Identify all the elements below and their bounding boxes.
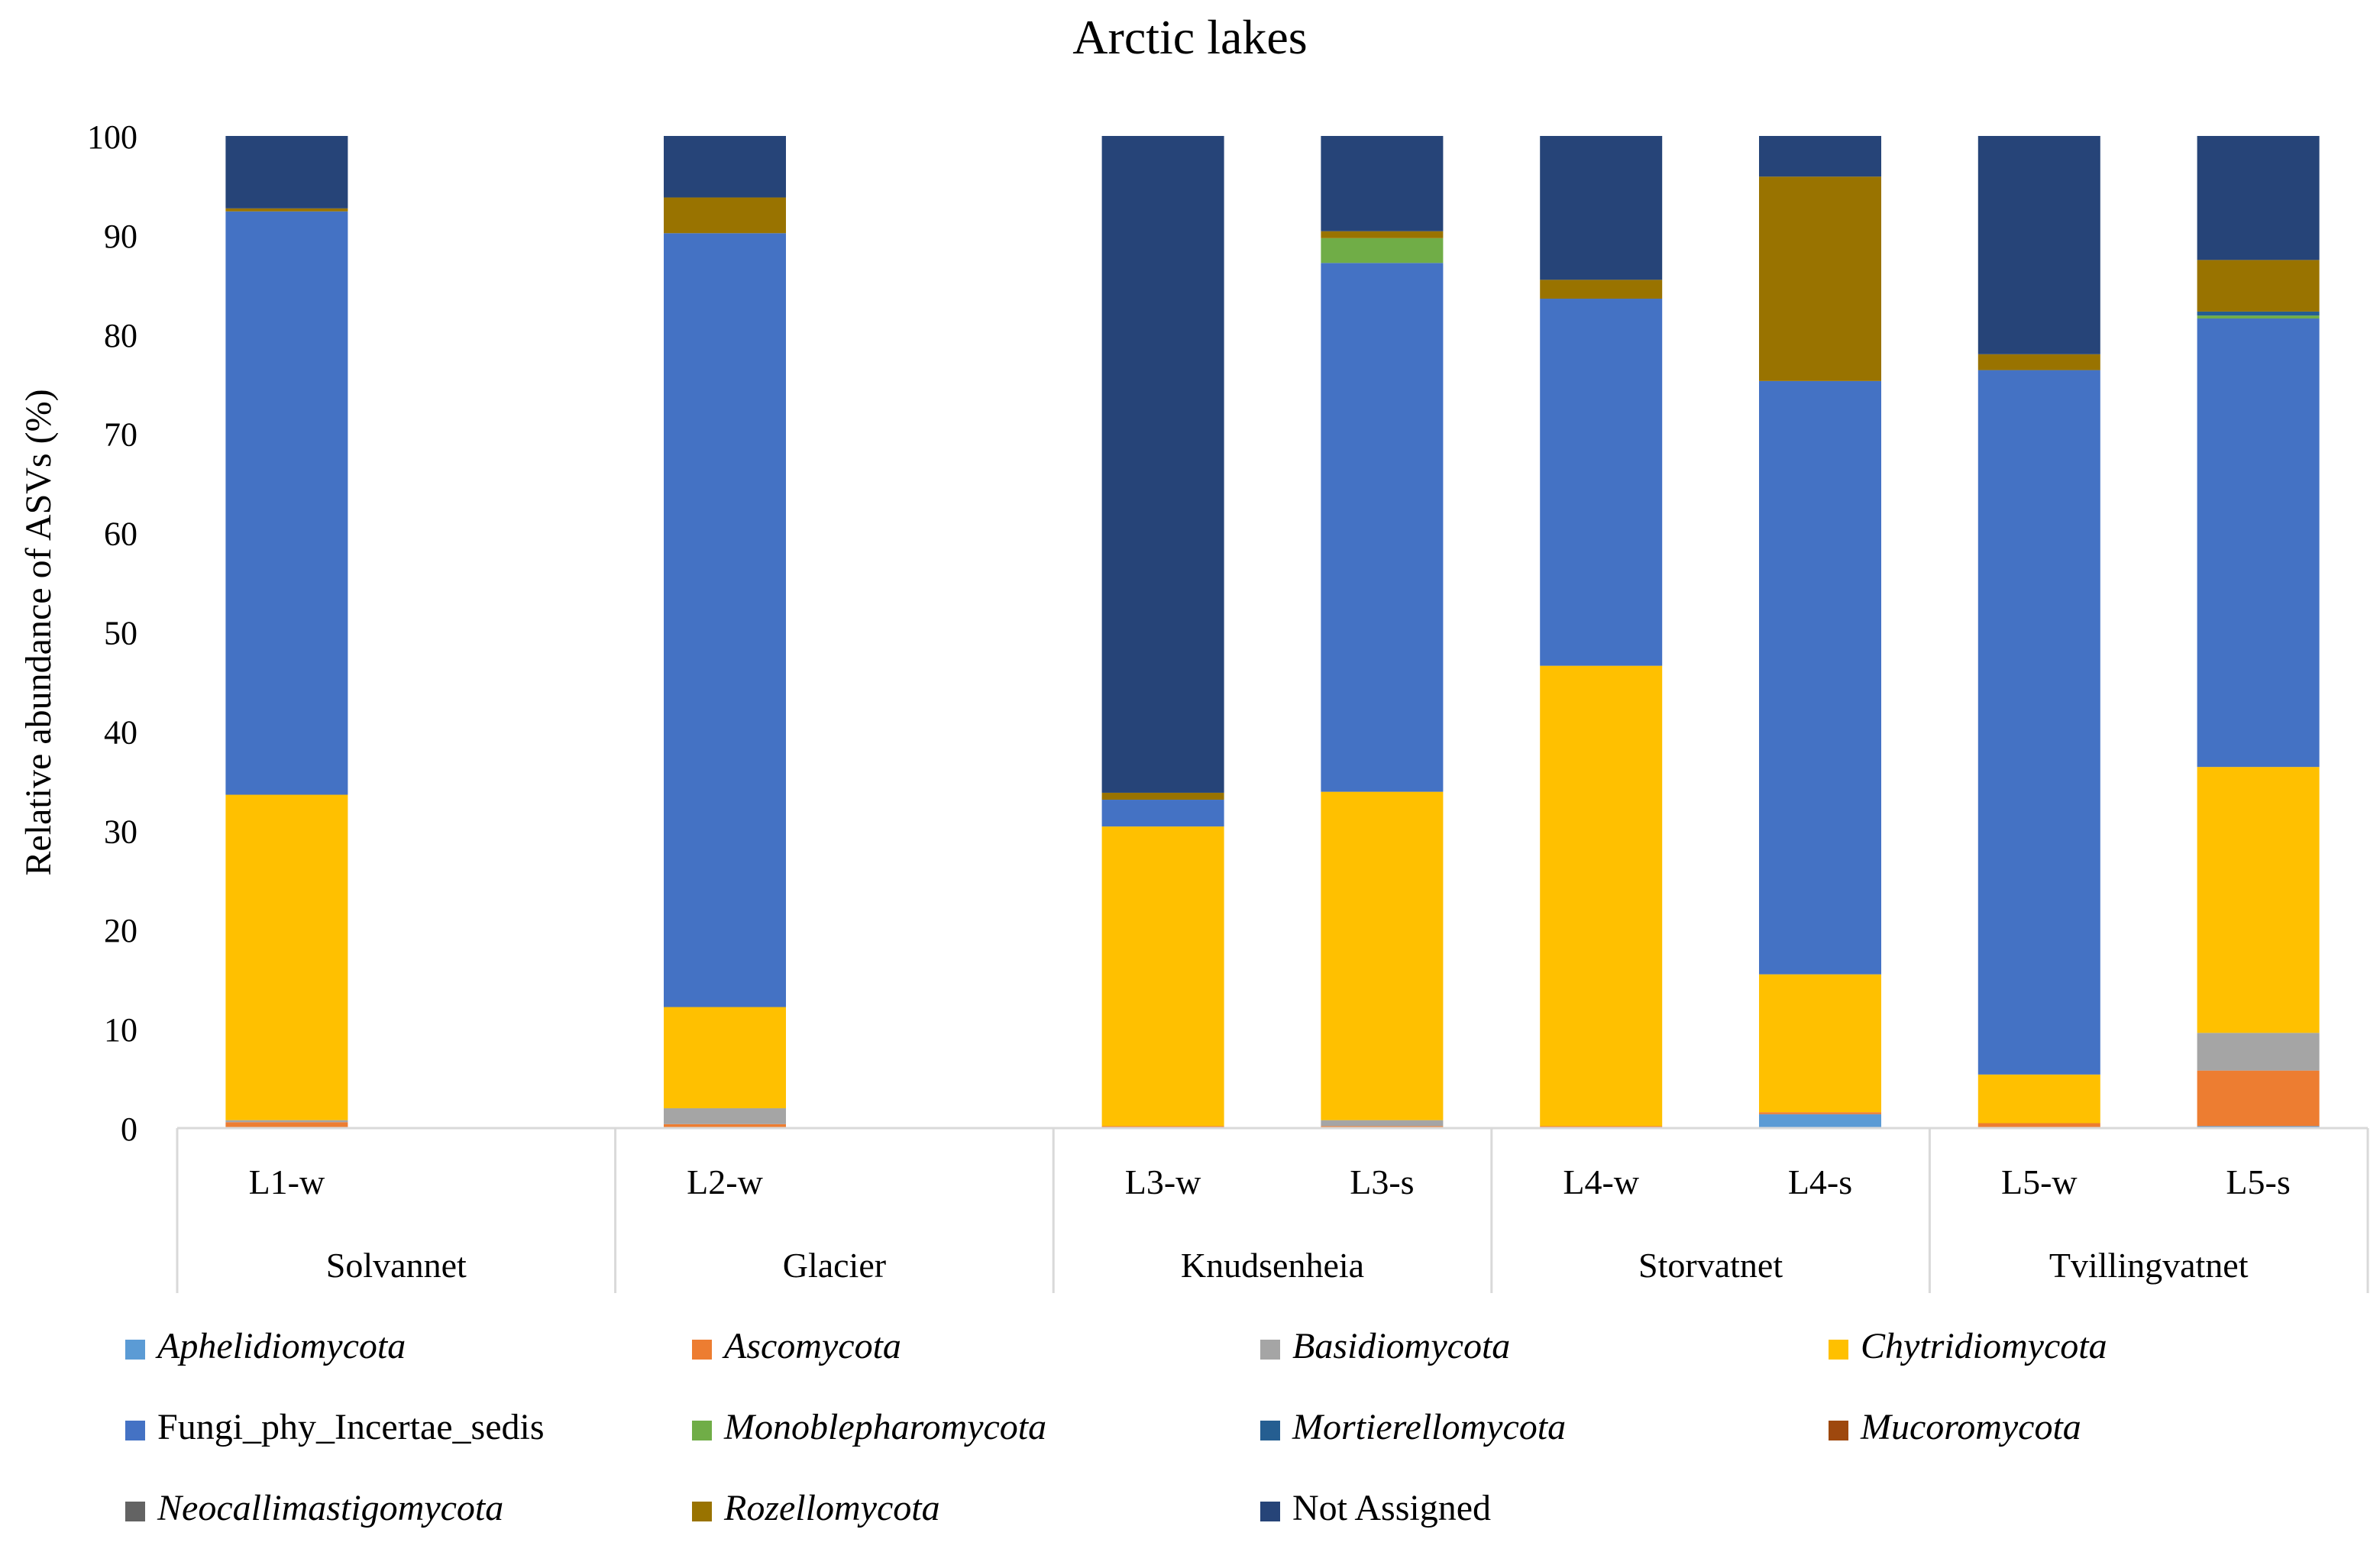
legend-label: Ascomycota [722,1326,901,1366]
legend-label: Fungi_phy_Incertae_sedis [157,1407,545,1447]
bar-segment-L2-w-rozellomycota [664,197,786,234]
category-axis: L1-w Solvannet L2-w Glacier L3-w L3-s Knudsenh… [176,1127,2369,1293]
y-tick-label: 0 [121,1111,137,1148]
bar-segment-L1-w-ascomycota [225,1122,348,1128]
bar-segment-L2-w-fungi-phy-incertae-sedis [664,233,786,1007]
legend-swatch [692,1421,712,1440]
bar-segment-L1-w-not-assigned [225,136,348,209]
group-label: Storvatnet [1638,1246,1783,1285]
bar-segment-L3-w-chytridiomycota [1101,826,1224,1127]
y-tick-label: 40 [104,713,137,751]
bar-segment-L5-s-fungi-phy-incertae-sedis [2197,318,2320,768]
legend-swatch [1829,1340,1848,1360]
bar-segment-L4-w-not-assigned [1540,136,1663,280]
y-tick-label: 90 [104,218,137,255]
bar-segment-L5-s-ascomycota [2197,1070,2320,1127]
legend-label: Aphelidiomycota [155,1326,406,1366]
bar-segment-L4-s-fungi-phy-incertae-sedis [1759,380,1881,975]
legend-label: Neocallimastigomycota [157,1488,503,1528]
legend-label: Mucoromycota [1860,1407,2081,1447]
bar-segment-L3-s-rozellomycota [1321,231,1444,238]
bar-segment-L4-w-chytridiomycota [1540,665,1663,1127]
y-tick-label: 70 [104,416,137,454]
bar-segment-L5-w-not-assigned [1977,136,2100,354]
sample-label: L5-w [2001,1162,2078,1201]
y-tick-label: 20 [104,912,137,949]
bar-segment-L4-s-ascomycota [1759,1112,1881,1114]
sample-label: L3-s [1350,1162,1414,1201]
bar-segment-L5-w-ascomycota [1977,1123,2100,1128]
bar-segment-L5-s-chytridiomycota [2197,767,2320,1033]
bar-segment-L5-w-fungi-phy-incertae-sedis [1977,370,2100,1075]
y-tick-label: 30 [104,813,137,850]
bar-segment-L1-w-chytridiomycota [225,794,348,1120]
bar-segment-L3-s-basidiomycota [1321,1120,1444,1127]
y-tick-label: 100 [87,118,137,156]
sample-label: L4-w [1563,1162,1639,1201]
bar-segment-L5-w-rozellomycota [1977,354,2100,370]
legend-swatch [1829,1421,1848,1440]
y-tick-label: 10 [104,1011,137,1049]
bar-segment-L5-s-basidiomycota [2197,1033,2320,1071]
group-label: Solvannet [326,1246,467,1285]
bar-segment-L5-s-rozellomycota [2197,260,2320,312]
legend-swatch [125,1340,145,1360]
legend-swatch [1260,1340,1280,1360]
y-tick-label: 50 [104,615,137,652]
y-axis-label: Relative abundance of ASVs (%) [18,389,59,875]
legend-swatch [692,1502,712,1521]
group-label: Tvillingvatnet [2049,1246,2249,1285]
group-label: Glacier [783,1246,886,1285]
legend-swatch [125,1502,145,1521]
bar-segment-L2-w-basidiomycota [664,1108,786,1124]
bar-segment-L5-s-not-assigned [2197,136,2320,260]
bar-segment-L4-s-rozellomycota [1759,176,1881,381]
bar-segment-L2-w-ascomycota [664,1124,786,1128]
sample-label: L1-w [249,1162,325,1201]
legend-label: Rozellomycota [723,1488,940,1528]
group-label: Knudsenheia [1181,1246,1364,1285]
sample-label: L5-s [2226,1162,2290,1201]
legend-label: Monoblepharomycota [723,1407,1046,1447]
bar-segment-L3-s-not-assigned [1321,136,1444,231]
bar-segment-L1-w-basidiomycota [225,1120,348,1123]
legend-swatch [1260,1502,1280,1521]
legend-swatch [125,1421,145,1440]
bar-segment-L3-w-not-assigned [1101,136,1224,793]
legend-label: Mortierellomycota [1292,1407,1566,1447]
bar-segment-L3-w-rozellomycota [1101,792,1224,800]
bars [225,136,2320,1128]
bar-segment-L3-s-fungi-phy-incertae-sedis [1321,263,1444,792]
legend-swatch [692,1340,712,1360]
y-tick-label: 60 [104,516,137,553]
bar-segment-L3-s-monoblepharomycota [1321,238,1444,264]
bar-segment-L5-s-monoblepharomycota [2197,315,2320,319]
bar-segment-L3-w-fungi-phy-incertae-sedis [1101,800,1224,827]
bar-segment-L4-w-fungi-phy-incertae-sedis [1540,299,1663,666]
bar-segment-L5-w-chytridiomycota [1977,1074,2100,1124]
legend-label: Chytridiomycota [1861,1326,2107,1366]
legend-label: Basidiomycota [1292,1326,1510,1366]
bar-segment-L5-s-mortierellomycota [2197,311,2320,316]
bar-segment-L3-s-chytridiomycota [1321,791,1444,1120]
legend-swatch [1260,1421,1280,1440]
bar-segment-L4-s-chytridiomycota [1759,974,1881,1113]
chart-title: Arctic lakes [1072,10,1307,64]
legend: Aphelidiomycota Ascomycota Basidiomycota Ch… [125,1326,2107,1528]
bar-segment-L2-w-not-assigned [664,136,786,198]
sample-label: L2-w [687,1162,763,1201]
bar-segment-L4-w-rozellomycota [1540,280,1663,299]
bar-segment-L1-w-fungi-phy-incertae-sedis [225,211,348,795]
sample-label: L4-s [1788,1162,1852,1201]
bar-segment-L2-w-chytridiomycota [664,1007,786,1109]
y-tick-label: 80 [104,317,137,354]
sample-label: L3-w [1125,1162,1201,1201]
bar-segment-L1-w-rozellomycota [225,208,348,212]
legend-label: Not Assigned [1292,1488,1491,1528]
bar-segment-L4-s-aphelidiomycota [1759,1114,1881,1128]
y-axis-ticks: 0 10 20 30 40 50 60 70 80 90 100 [87,118,137,1148]
bar-segment-L4-s-not-assigned [1759,136,1881,177]
